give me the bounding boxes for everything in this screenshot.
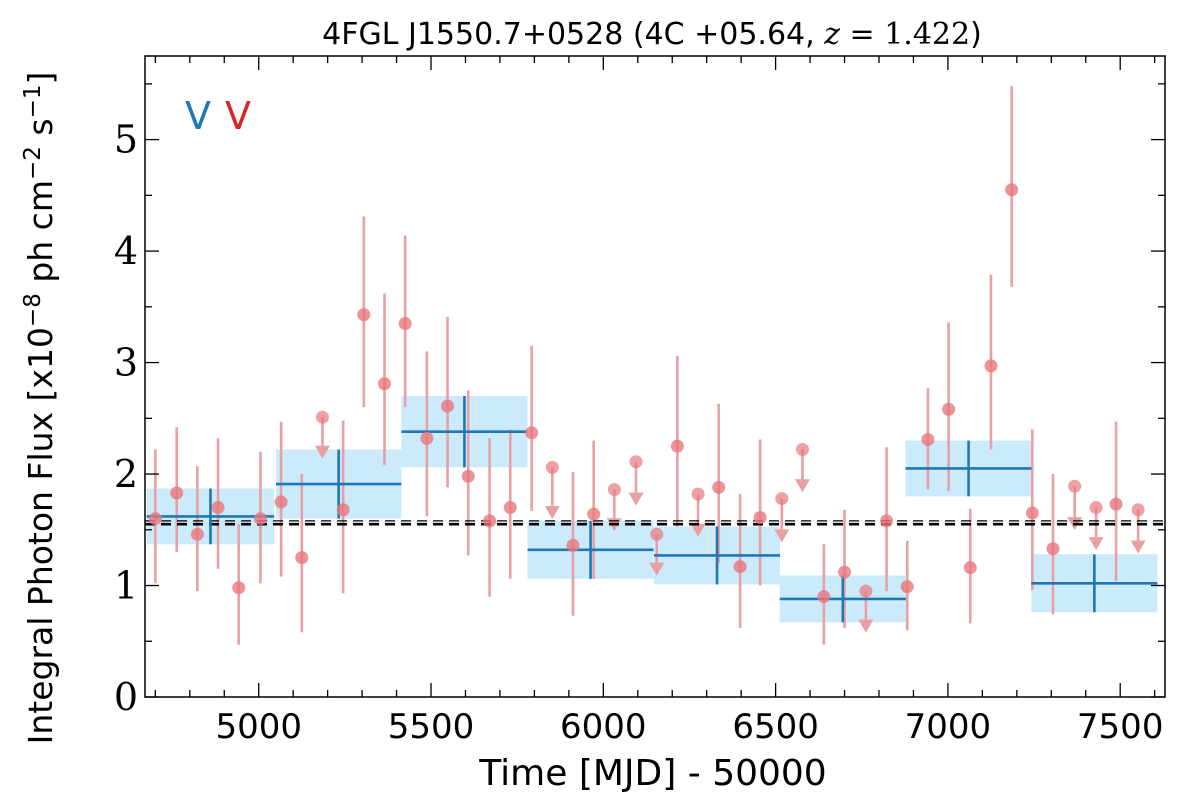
flux-point	[984, 359, 998, 373]
x-tick-label: 6500	[732, 707, 819, 747]
flux-point	[566, 538, 580, 552]
x-tick-label: 7000	[905, 707, 992, 747]
upper-limit-arrow	[628, 492, 644, 506]
x-tick-label: 5000	[215, 707, 302, 747]
upper-limit-arrow	[314, 445, 330, 459]
x-tick-label: 7500	[1077, 707, 1164, 747]
flux-point	[1109, 497, 1123, 511]
upper-limit-arrow	[690, 523, 706, 537]
flux-point	[1046, 542, 1060, 556]
y-tick-label: 5	[114, 118, 138, 162]
flux-point	[1025, 506, 1039, 520]
y-tick-label: 4	[114, 229, 138, 273]
upper-limit-point	[775, 492, 789, 506]
upper-limit-arrow	[649, 562, 665, 576]
upper-limit-arrow	[1130, 540, 1146, 554]
chart-title: 4FGL J1550.7+0528 (4C +05.64, z = 1.422)	[322, 17, 982, 52]
x-tick-label: 5500	[388, 707, 475, 747]
flux-point	[900, 580, 914, 594]
upper-limit-point	[545, 460, 559, 474]
upper-limit-point	[650, 527, 664, 541]
x-tick-label: 6000	[560, 707, 647, 747]
upper-limit-arrow	[858, 619, 874, 633]
x-axis-label: Time [MJD] - 50000	[478, 753, 826, 794]
flux-point	[398, 317, 412, 331]
flux-point	[336, 503, 350, 517]
flux-point	[1005, 183, 1019, 197]
upper-limit-arrow	[794, 479, 810, 493]
upper-limit-point	[1068, 479, 1082, 493]
corner-marker: V	[225, 94, 251, 138]
y-axis-label: Integral Photon Flux [x10−8 ph cm−2 s−1]	[20, 72, 60, 745]
upper-limit-arrow	[1088, 537, 1104, 551]
upper-limit-point	[1131, 503, 1145, 517]
upper-limit-point	[607, 483, 621, 497]
flux-point	[190, 527, 204, 541]
y-tick-label: 1	[114, 564, 138, 608]
upper-limit-point	[795, 443, 809, 457]
flux-point	[963, 561, 977, 575]
flux-point	[670, 439, 684, 453]
flux-point	[587, 507, 601, 521]
flux-point	[712, 480, 726, 494]
flux-point	[503, 500, 517, 514]
flux-point	[274, 495, 288, 509]
flux-point	[461, 469, 475, 483]
flux-point	[211, 500, 225, 514]
flux-point	[420, 431, 434, 445]
flux-point	[733, 560, 747, 574]
flux-point	[441, 399, 455, 413]
upper-limit-arrow	[774, 529, 790, 543]
flux-point	[838, 565, 852, 579]
upper-limit-point	[315, 410, 329, 424]
flux-point	[942, 402, 956, 416]
plot-frame	[144, 55, 1166, 698]
y-tick-label: 3	[114, 341, 138, 385]
upper-limit-point	[691, 487, 705, 501]
y-tick-label: 0	[114, 675, 138, 719]
upper-limit-arrow	[544, 505, 560, 519]
flux-point	[295, 551, 309, 565]
flux-point	[377, 377, 391, 391]
flux-point	[253, 512, 267, 526]
flux-point	[921, 432, 935, 446]
upper-limit-point	[629, 455, 643, 469]
upper-limit-point	[1089, 500, 1103, 514]
data-layer	[145, 86, 1165, 645]
flux-point	[357, 308, 371, 322]
flux-point	[880, 514, 894, 528]
flux-point	[525, 426, 539, 440]
flux-point	[170, 486, 184, 500]
y-tick-label: 2	[114, 452, 138, 496]
flux-point	[753, 511, 767, 525]
flux-point	[232, 581, 246, 595]
flux-point	[483, 514, 497, 528]
corner-marker: V	[185, 94, 211, 138]
flux-point	[817, 590, 831, 604]
upper-limit-point	[859, 584, 873, 598]
flux-point	[148, 512, 162, 526]
